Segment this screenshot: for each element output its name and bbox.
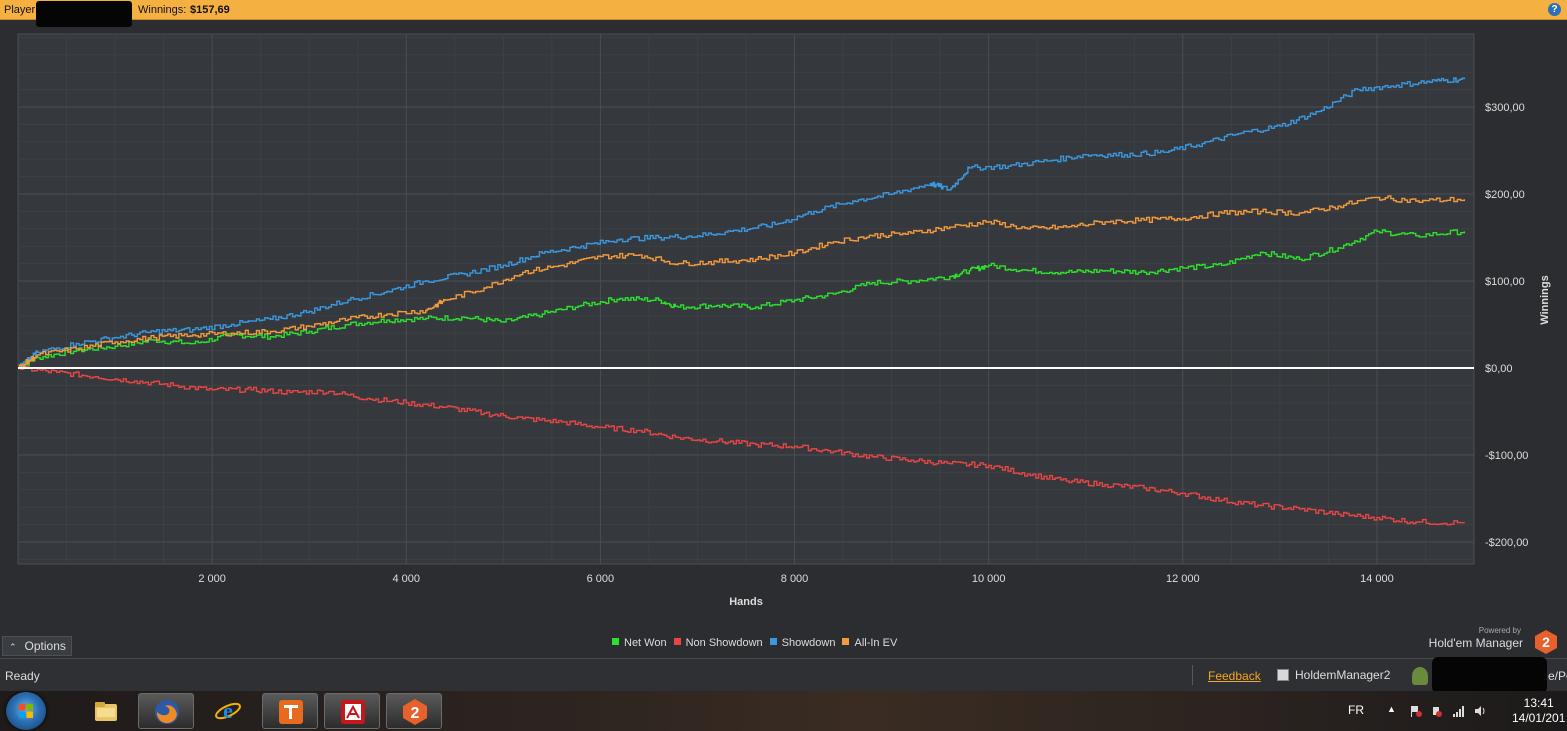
y-tick-label: $100,00 xyxy=(1485,276,1525,288)
holdem-manager-status[interactable]: HoldemManager2 xyxy=(1277,668,1390,682)
y-tick-label: -$200,00 xyxy=(1485,537,1528,549)
taskbar-firefox[interactable] xyxy=(138,693,194,729)
tracker-app-icon xyxy=(279,700,303,724)
user-status[interactable]: e/Po xyxy=(1412,657,1567,693)
clock-date: 14/01/201 xyxy=(1512,711,1566,725)
series-line-showdown xyxy=(18,77,1465,370)
status-separator xyxy=(1192,665,1193,685)
hem2-logo-icon: 2 xyxy=(1535,630,1557,654)
chart-legend: Net Won Non Showdown Showdown All-In EV xyxy=(612,637,904,649)
help-icon[interactable]: ? xyxy=(1548,3,1561,16)
y-axis-ticks: $300,00 $200,00 $100,00 $0,00 -$100,00 -$200,… xyxy=(1485,102,1528,549)
title-player-label: Player: xyxy=(4,4,39,16)
network-signal-icon[interactable] xyxy=(1452,705,1464,717)
series-line-net-won xyxy=(18,229,1465,369)
taskbar-tracker[interactable] xyxy=(262,693,318,729)
options-button[interactable]: ⌃ Options xyxy=(2,636,72,656)
legend-swatch xyxy=(842,638,850,645)
windows-logo-icon xyxy=(19,704,33,718)
windows-taskbar: e 2 FR ▲ xyxy=(0,691,1567,731)
app-name: HoldemManager2 xyxy=(1295,668,1391,682)
legend-label: Showdown xyxy=(781,637,836,649)
y-tick-label: $200,00 xyxy=(1485,189,1525,201)
legend-item[interactable]: Showdown xyxy=(769,637,836,649)
feedback-link[interactable]: Feedback xyxy=(1208,669,1261,683)
internet-explorer-icon: e xyxy=(215,698,241,723)
action-center-flag-icon[interactable] xyxy=(1410,705,1422,717)
options-label: Options xyxy=(24,639,66,653)
holdem-manager-icon: 2 xyxy=(403,699,427,725)
legend-item[interactable]: Net Won xyxy=(612,637,667,649)
legend-label: Net Won xyxy=(624,637,667,649)
x-axis-label: Hands xyxy=(729,596,763,608)
folder-icon xyxy=(95,702,117,721)
clock-time: 13:41 xyxy=(1523,696,1554,710)
chevron-up-icon: ⌃ xyxy=(9,642,17,652)
winnings-chart: 2 000 4 000 6 000 8 000 10 000 12 000 14 000 $… xyxy=(17,33,1551,608)
taskbar-explorer[interactable] xyxy=(78,693,134,729)
status-bar: Ready Feedback HoldemManager2 e/Po xyxy=(0,657,1567,693)
status-ready: Ready xyxy=(5,669,40,683)
power-plug-icon[interactable] xyxy=(1430,705,1442,717)
start-button[interactable] xyxy=(6,692,46,730)
x-tick-label: 4 000 xyxy=(393,573,421,585)
legend-item[interactable]: Non Showdown xyxy=(673,637,763,649)
svg-text:e: e xyxy=(223,698,233,723)
y-tick-label: $0,00 xyxy=(1485,363,1513,375)
redacted-user-name xyxy=(1432,657,1547,693)
language-indicator[interactable]: FR xyxy=(1348,703,1364,717)
taskbar-hm2-text: 2 xyxy=(411,705,420,722)
taskbar-clock[interactable]: 13:41 14/01/201 xyxy=(1512,696,1565,726)
y-axis-label: Winnings xyxy=(1539,275,1551,324)
legend-label: All-In EV xyxy=(854,637,898,649)
user-avatar-icon xyxy=(1412,667,1428,685)
x-tick-label: 6 000 xyxy=(587,573,615,585)
redacted-player-name xyxy=(36,1,132,27)
system-tray: FR ▲ 13:41 14/01/201 xyxy=(1332,691,1567,731)
y-tick-label: -$100,00 xyxy=(1485,450,1528,462)
taskbar-adobe[interactable] xyxy=(324,693,380,729)
series-line-non-showdown xyxy=(18,365,1465,526)
legend-swatch xyxy=(769,638,777,645)
legend-item[interactable]: All-In EV xyxy=(842,637,897,649)
x-tick-label: 14 000 xyxy=(1360,573,1394,585)
user-suffix: e/Po xyxy=(1548,669,1567,683)
x-tick-label: 8 000 xyxy=(781,573,809,585)
chart-grid xyxy=(17,33,1475,565)
title-winnings-value: $157,69 xyxy=(190,4,230,16)
x-axis-ticks: 2 000 4 000 6 000 8 000 10 000 12 000 14 000 xyxy=(198,573,1393,585)
legend-label: Non Showdown xyxy=(685,637,763,649)
series-line-all-in-ev xyxy=(18,195,1465,369)
adobe-reader-icon xyxy=(341,700,365,724)
taskbar-holdem-manager[interactable]: 2 xyxy=(386,693,442,729)
hem-branding: Powered by Hold'em Manager 2 xyxy=(1419,626,1559,656)
taskbar-internet-explorer[interactable]: e xyxy=(200,693,256,729)
x-tick-label: 12 000 xyxy=(1166,573,1200,585)
legend-swatch xyxy=(612,638,619,645)
database-icon xyxy=(1277,669,1289,681)
brand-name: Hold'em Manager xyxy=(1428,636,1523,650)
powered-by-text: Powered by xyxy=(1478,626,1521,635)
x-tick-label: 2 000 xyxy=(198,573,226,585)
show-hidden-icons-icon[interactable]: ▲ xyxy=(1387,704,1396,714)
window-title-bar: Player: Winnings: $157,69 ? xyxy=(0,0,1567,27)
title-winnings-label: Winnings: xyxy=(138,4,187,16)
chart-series xyxy=(18,77,1465,526)
firefox-icon xyxy=(155,700,179,724)
y-tick-label: $300,00 xyxy=(1485,102,1525,114)
brand-logo-text: 2 xyxy=(1542,634,1550,650)
legend-swatch xyxy=(673,638,681,645)
volume-icon[interactable] xyxy=(1474,705,1486,717)
x-tick-label: 10 000 xyxy=(972,573,1006,585)
